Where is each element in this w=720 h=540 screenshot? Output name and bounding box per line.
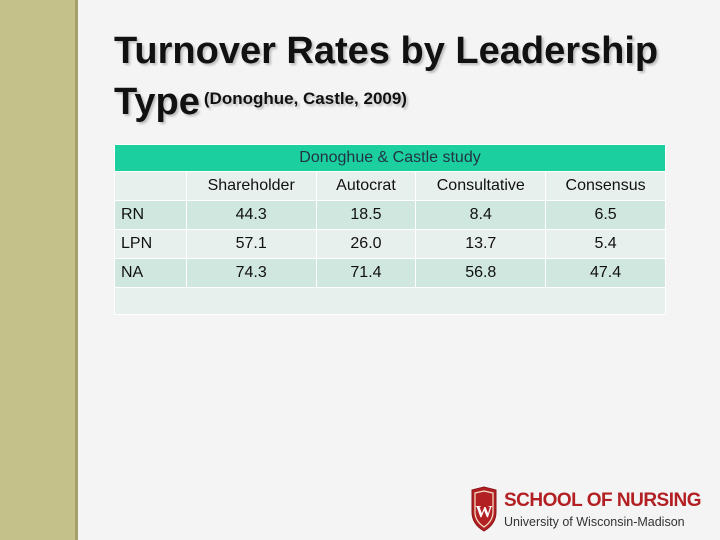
table-cell: 8.4 [415, 200, 547, 230]
table-cell: 74.3 [185, 258, 317, 288]
row-label-na: NA [114, 258, 187, 288]
table-cell: 44.3 [185, 200, 317, 230]
table-cell: 47.4 [545, 258, 666, 288]
table-caption-row: Donoghue & Castle study [114, 144, 666, 172]
table-cell: 18.5 [315, 200, 417, 230]
table-cell: 26.0 [315, 229, 417, 259]
table-cell: 56.8 [415, 258, 547, 288]
crest-letter: W [476, 502, 493, 521]
table-cell: 57.1 [185, 229, 317, 259]
citation-subtitle: (Donoghue, Castle, 2009) [203, 89, 407, 108]
table-row: LPN 57.1 26.0 13.7 5.4 [114, 229, 666, 259]
uw-crest-icon: W [471, 486, 497, 532]
header-shareholder: Shareholder [185, 171, 317, 201]
empty-cell [114, 287, 666, 315]
table-cell: 13.7 [415, 229, 547, 259]
title-line-2: Type (Donoghue, Castle, 2009) [114, 75, 704, 126]
table-row: RN 44.3 18.5 8.4 6.5 [114, 200, 666, 230]
school-of-nursing-logo: W SCHOOL OF NURSING University of Wiscon… [470, 486, 710, 534]
table-row: NA 74.3 71.4 56.8 47.4 [114, 258, 666, 288]
left-decorative-bar [0, 0, 78, 540]
header-consensus: Consensus [545, 171, 666, 201]
table-header-row: Shareholder Autocrat Consultative Consen… [114, 171, 666, 201]
title-line-2-text: Type [114, 81, 200, 123]
slide-title: Turnover Rates by Leadership Type (Donogh… [114, 28, 704, 126]
table-cell: 5.4 [545, 229, 666, 259]
university-name: University of Wisconsin-Madison [504, 515, 685, 529]
table-cell: 71.4 [315, 258, 417, 288]
header-consultative: Consultative [415, 171, 547, 201]
table-caption: Donoghue & Castle study [114, 144, 666, 172]
row-label-rn: RN [114, 200, 187, 230]
table-cell: 6.5 [545, 200, 666, 230]
title-line-1: Turnover Rates by Leadership [114, 30, 659, 72]
header-blank [114, 171, 187, 201]
header-autocrat: Autocrat [315, 171, 417, 201]
row-label-lpn: LPN [114, 229, 187, 259]
turnover-table: Donoghue & Castle study Shareholder Auto… [114, 144, 666, 315]
school-name: SCHOOL OF NURSING [504, 490, 702, 511]
table-empty-row [114, 287, 666, 315]
